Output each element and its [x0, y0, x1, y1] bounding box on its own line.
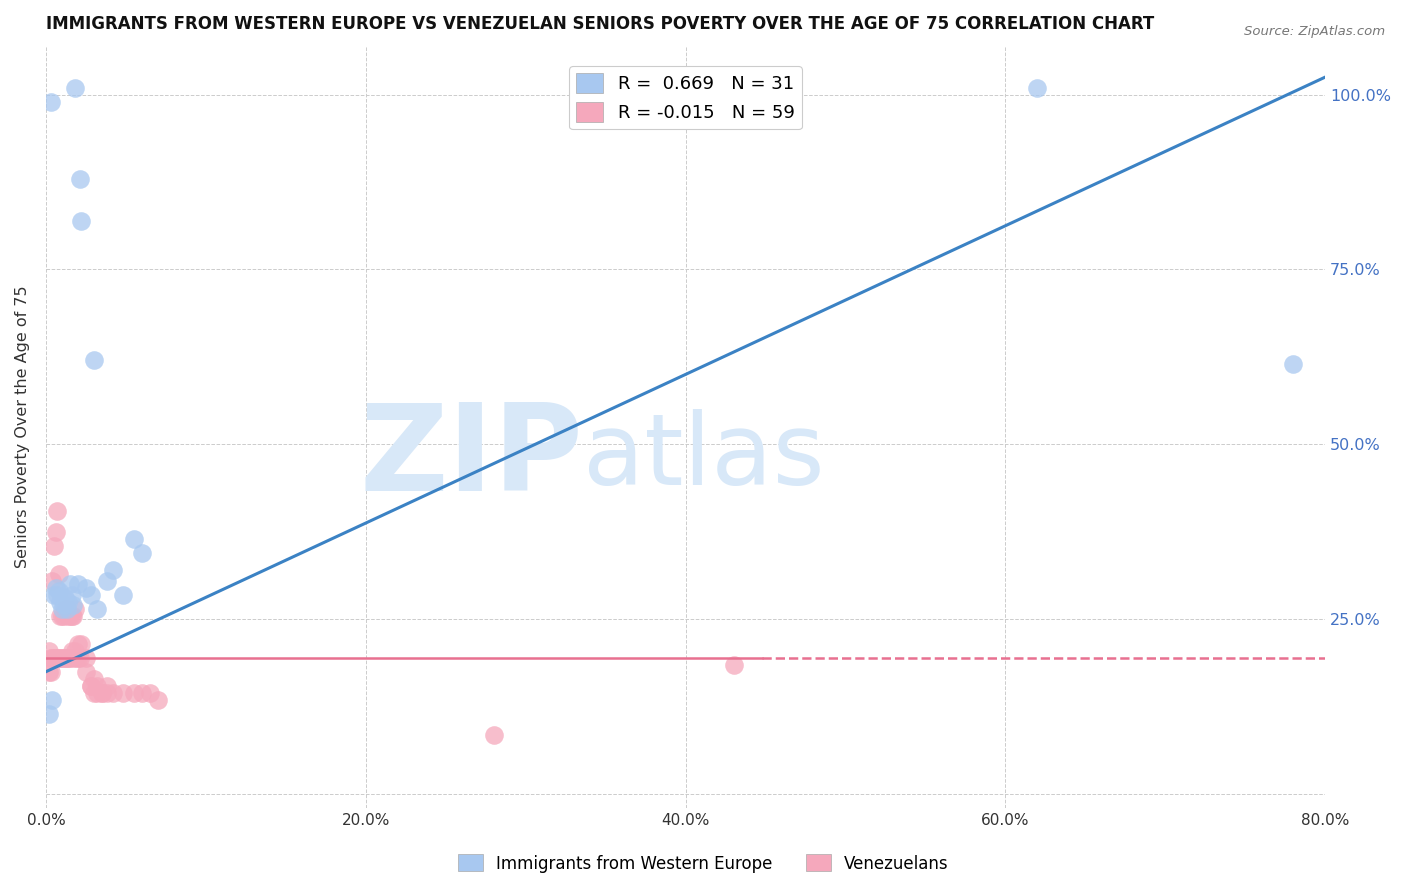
- Point: [75, 650, 97, 665]
- Point: [45, 524, 67, 539]
- Point: [70, 637, 93, 651]
- Point: [49, 595, 72, 609]
- Point: [80, 588, 103, 602]
- Point: [59, 650, 82, 665]
- Point: [131, 686, 153, 700]
- Point: [96, 574, 118, 588]
- Point: [63, 643, 86, 657]
- Y-axis label: Seniors Poverty Over the Age of 75: Seniors Poverty Over the Age of 75: [15, 285, 30, 568]
- Point: [80, 679, 103, 693]
- Point: [1026, 80, 1049, 95]
- Point: [60, 643, 83, 657]
- Point: [86, 686, 108, 700]
- Point: [51, 601, 73, 615]
- Point: [146, 692, 169, 706]
- Point: [91, 686, 114, 700]
- Text: ZIP: ZIP: [360, 399, 583, 516]
- Point: [51, 650, 73, 665]
- Point: [101, 686, 124, 700]
- Point: [46, 504, 69, 518]
- Point: [63, 601, 86, 615]
- Point: [723, 657, 745, 672]
- Point: [66, 637, 89, 651]
- Point: [70, 213, 93, 227]
- Point: [42, 539, 65, 553]
- Point: [55, 601, 77, 615]
- Point: [83, 672, 105, 686]
- Point: [59, 608, 82, 623]
- Legend: Immigrants from Western Europe, Venezuelans: Immigrants from Western Europe, Venezuel…: [451, 847, 955, 880]
- Point: [111, 588, 134, 602]
- Point: [45, 581, 67, 595]
- Point: [91, 686, 114, 700]
- Point: [53, 591, 76, 606]
- Point: [41, 574, 63, 588]
- Text: atlas: atlas: [583, 409, 825, 506]
- Point: [41, 692, 63, 706]
- Point: [58, 595, 80, 609]
- Point: [38, 706, 60, 721]
- Point: [111, 686, 134, 700]
- Point: [83, 353, 105, 368]
- Point: [96, 679, 118, 693]
- Point: [131, 546, 153, 560]
- Point: [96, 686, 118, 700]
- Point: [69, 171, 91, 186]
- Point: [66, 577, 89, 591]
- Point: [45, 650, 67, 665]
- Point: [75, 581, 97, 595]
- Point: [1282, 357, 1305, 371]
- Point: [53, 650, 76, 665]
- Point: [101, 563, 124, 577]
- Point: [53, 601, 76, 615]
- Point: [482, 728, 505, 742]
- Point: [63, 80, 86, 95]
- Point: [83, 686, 105, 700]
- Point: [58, 650, 80, 665]
- Point: [39, 650, 62, 665]
- Point: [39, 95, 62, 109]
- Point: [139, 686, 162, 700]
- Point: [60, 608, 83, 623]
- Point: [52, 608, 75, 623]
- Point: [49, 608, 72, 623]
- Point: [51, 608, 73, 623]
- Point: [48, 584, 70, 599]
- Point: [42, 588, 65, 602]
- Point: [55, 601, 77, 615]
- Text: Source: ZipAtlas.com: Source: ZipAtlas.com: [1244, 25, 1385, 38]
- Point: [38, 643, 60, 657]
- Point: [46, 650, 69, 665]
- Point: [38, 665, 60, 679]
- Point: [80, 679, 103, 693]
- Point: [62, 650, 84, 665]
- Point: [62, 608, 84, 623]
- Point: [65, 650, 87, 665]
- Point: [55, 650, 77, 665]
- Point: [75, 665, 97, 679]
- Text: IMMIGRANTS FROM WESTERN EUROPE VS VENEZUELAN SENIORS POVERTY OVER THE AGE OF 75 : IMMIGRANTS FROM WESTERN EUROPE VS VENEZU…: [46, 15, 1154, 33]
- Point: [42, 650, 65, 665]
- Point: [122, 686, 145, 700]
- Point: [48, 650, 70, 665]
- Point: [41, 650, 63, 665]
- Point: [86, 679, 108, 693]
- Point: [46, 588, 69, 602]
- Point: [49, 650, 72, 665]
- Point: [66, 650, 89, 665]
- Point: [60, 588, 83, 602]
- Point: [52, 650, 75, 665]
- Point: [86, 601, 108, 615]
- Point: [59, 577, 82, 591]
- Point: [62, 599, 84, 613]
- Point: [52, 599, 75, 613]
- Point: [48, 566, 70, 581]
- Point: [122, 532, 145, 546]
- Point: [69, 650, 91, 665]
- Legend: R =  0.669   N = 31, R = -0.015   N = 59: R = 0.669 N = 31, R = -0.015 N = 59: [569, 66, 801, 129]
- Point: [58, 608, 80, 623]
- Point: [39, 665, 62, 679]
